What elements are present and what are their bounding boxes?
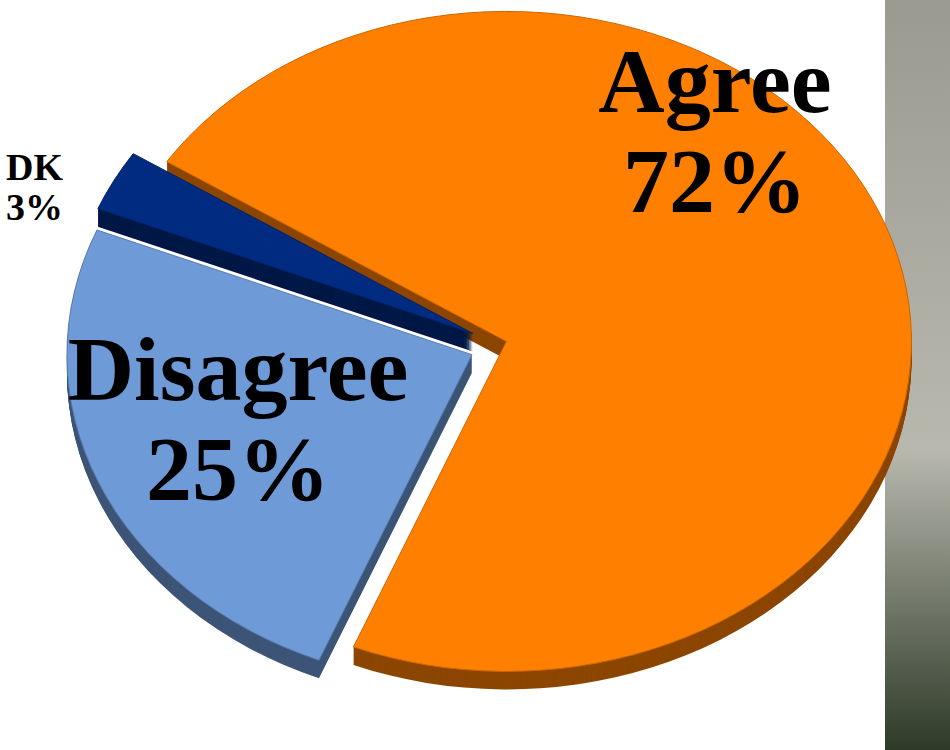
- chart-container: Agree72% Disagree25% DK3%: [0, 0, 950, 750]
- chart-svg: Agree72% Disagree25% DK3%: [0, 0, 950, 750]
- value-label: 3%: [6, 186, 63, 228]
- slice-label: Agree: [598, 30, 831, 132]
- slices: [67, 11, 911, 671]
- labels: Agree72% Disagree25% DK3%: [6, 30, 832, 520]
- value-label: 25%: [146, 418, 330, 520]
- value-label: 72%: [623, 130, 807, 232]
- pie-slice: [98, 154, 473, 334]
- slice-label: DK: [6, 146, 63, 188]
- pie-slice: [67, 230, 472, 660]
- slice-label: Disagree: [68, 318, 409, 420]
